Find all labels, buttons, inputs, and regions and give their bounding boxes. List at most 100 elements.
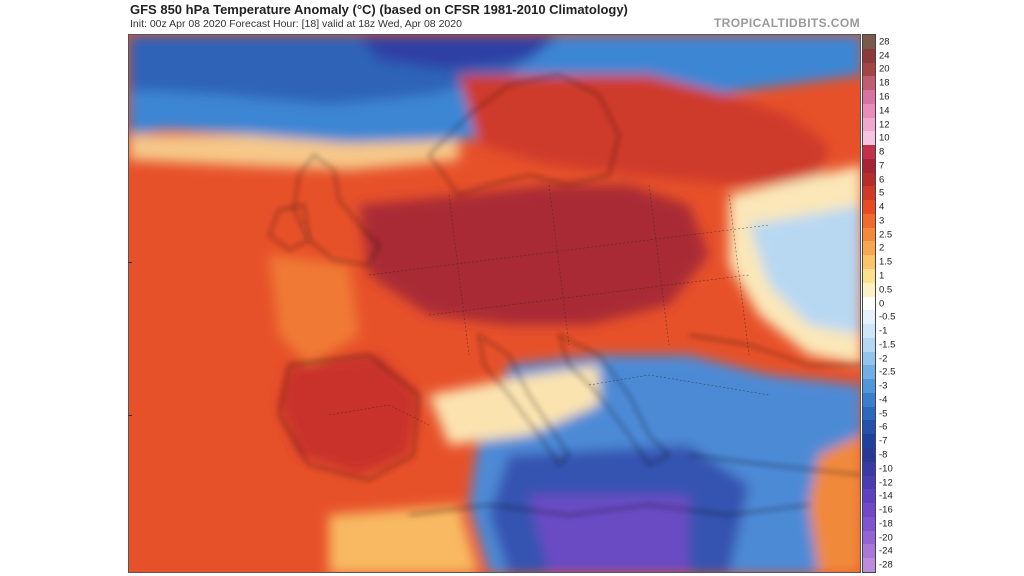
colorbar-segment xyxy=(863,337,875,352)
colorbar-label: -7 xyxy=(879,435,888,447)
colorbar-label: -4 xyxy=(879,394,888,406)
neutral-mediterranean xyxy=(429,365,599,445)
colorbar-segment xyxy=(863,35,875,49)
colorbar-segment xyxy=(863,503,875,517)
north-africa-west-patch xyxy=(329,505,479,572)
colorbar-segment xyxy=(863,103,875,118)
warm-core-central-europe xyxy=(359,185,709,325)
colorbar-label: 14 xyxy=(879,105,890,117)
colorbar-segment xyxy=(863,213,875,228)
left-tick xyxy=(128,262,132,263)
colorbar-segment xyxy=(863,200,875,214)
left-tick xyxy=(128,415,132,416)
colorbar-segment xyxy=(863,227,875,242)
colorbar-segment xyxy=(863,186,875,201)
coastlines xyxy=(268,74,860,516)
atlantic-patch xyxy=(269,255,359,365)
map-subtitle: Init: 00z Apr 08 2020 Forecast Hour: [18… xyxy=(130,18,462,30)
colorbar-segment xyxy=(863,365,875,380)
colorbar-segment xyxy=(863,172,875,187)
colorbar-segment xyxy=(863,255,875,270)
colorbar-segment xyxy=(863,406,875,421)
colorbar-label: 12 xyxy=(879,119,890,130)
colorbar-segment xyxy=(863,90,875,104)
colorbar-segment xyxy=(863,447,875,462)
colorbar-segment xyxy=(863,544,875,559)
colorbar-label: -2.5 xyxy=(879,366,896,378)
colorbar-segment xyxy=(863,310,875,325)
warm-iberia xyxy=(279,355,419,475)
colorbar-label: -5 xyxy=(879,408,888,420)
colorbar-label: -0.5 xyxy=(879,311,896,323)
colorbar-segment xyxy=(863,379,875,393)
colorbar-label: -18 xyxy=(879,518,893,530)
colorbar-label: 3 xyxy=(879,215,885,227)
colorbar-segment xyxy=(863,296,875,311)
colorbar-segment xyxy=(863,324,875,338)
colorbar-segment xyxy=(863,48,875,63)
colorbar-label: 6 xyxy=(879,174,885,186)
colorbar-label: -12 xyxy=(879,477,893,488)
colorbar-label: 10 xyxy=(879,132,890,144)
colorbar-segment xyxy=(863,76,875,91)
colorbar xyxy=(862,34,876,573)
anomaly-map xyxy=(128,34,861,573)
colorbar-segment xyxy=(863,241,875,256)
colorbar-label: 4 xyxy=(879,201,885,213)
colorbar-label: 5 xyxy=(879,187,885,199)
colorbar-label: 7 xyxy=(879,160,885,172)
colorbar-segment xyxy=(863,351,875,366)
colorbar-label: 24 xyxy=(879,50,890,62)
colorbar-label: 8 xyxy=(879,146,885,158)
warm-levant xyxy=(809,435,860,572)
colorbar-segment xyxy=(863,392,875,407)
colorbar-label: 1.5 xyxy=(879,256,893,268)
colorbar-label: -14 xyxy=(879,490,893,502)
cold-core-deep xyxy=(359,35,559,70)
colorbar-segment xyxy=(863,475,875,490)
colorbar-label: 2 xyxy=(879,242,885,254)
colorbar-segment xyxy=(863,558,875,572)
map-svg xyxy=(129,35,860,572)
colorbar-label: 0 xyxy=(879,298,885,309)
colorbar-segment xyxy=(863,269,875,283)
colorbar-segment xyxy=(863,530,875,545)
colorbar-label: -20 xyxy=(879,532,893,544)
brand-logo-text[interactable]: TROPICALTIDBITS.COM xyxy=(713,16,860,30)
colorbar-segment xyxy=(863,461,875,476)
colorbar-label: 28 xyxy=(879,36,890,48)
very-cold-core xyxy=(529,495,689,572)
colorbar-segment xyxy=(863,145,875,159)
colorbar-label: -2 xyxy=(879,353,888,365)
colorbar-segment xyxy=(863,434,875,448)
warm-scandinavia xyxy=(459,75,829,185)
colorbar-segment xyxy=(863,62,875,77)
colorbar-label: -24 xyxy=(879,545,893,557)
colorbar-labels: 28 24 20 18 16 14 12 10 8 7 6 5 4 3 2.5 2 1.5 1 0.5 0 -0.5 -1… xyxy=(879,34,919,573)
country-borders xyxy=(328,184,770,426)
colorbar-label: -16 xyxy=(879,504,893,516)
colorbar-segment xyxy=(863,131,875,146)
colorbar-label: -1.5 xyxy=(879,339,896,351)
colorbar-segment xyxy=(863,489,875,504)
colorbar-label: -1 xyxy=(879,325,888,337)
colorbar-label: 1 xyxy=(879,270,885,282)
colorbar-label: 0.5 xyxy=(879,284,893,296)
colorbar-label: 20 xyxy=(879,63,890,75)
colorbar-label: -6 xyxy=(879,421,888,433)
colorbar-label: 16 xyxy=(879,91,890,103)
colorbar-label: 2.5 xyxy=(879,229,893,241)
colorbar-label: -8 xyxy=(879,449,888,461)
colorbar-segment xyxy=(863,516,875,531)
header: GFS 850 hPa Temperature Anomaly (°C) (ba… xyxy=(0,0,1024,34)
colorbar-segment xyxy=(863,117,875,132)
transition-band-north xyxy=(129,135,459,170)
map-title: GFS 850 hPa Temperature Anomaly (°C) (ba… xyxy=(130,2,628,17)
colorbar-segment xyxy=(863,158,875,173)
colorbar-segment xyxy=(863,420,875,435)
colorbar-label: -3 xyxy=(879,380,888,392)
cool-east xyxy=(749,205,860,335)
colorbar-segment xyxy=(863,282,875,297)
colorbar-label: -10 xyxy=(879,463,893,475)
colorbar-label: -28 xyxy=(879,559,893,571)
